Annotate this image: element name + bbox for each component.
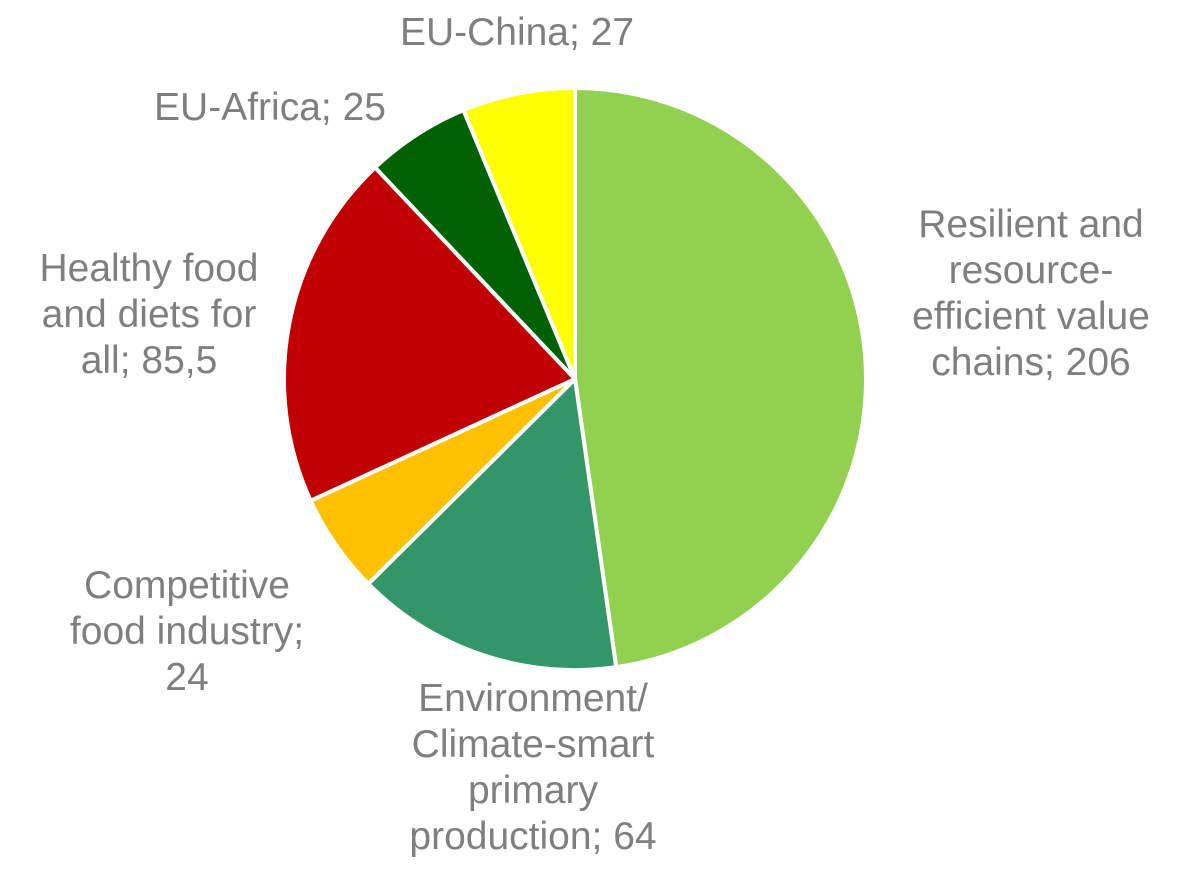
slice-label-line: EU-Africa; 25 bbox=[154, 86, 386, 129]
pie-slice bbox=[366, 377, 619, 672]
pie-slice bbox=[282, 165, 577, 503]
slice-label-line: and diets for bbox=[41, 293, 257, 336]
slice-label: Healthy food and diets for all; 85,5 bbox=[40, 246, 259, 384]
slice-label-line: Healthy food bbox=[39, 247, 259, 290]
slice-label-line: Resilient and bbox=[918, 203, 1144, 246]
slice-label-line: Climate-smart bbox=[411, 723, 655, 766]
slice-label-line: EU-China; 27 bbox=[399, 11, 635, 54]
slice-label-line: Environment/ bbox=[418, 677, 648, 720]
pie-slice bbox=[461, 86, 577, 381]
slice-label-line: production; 64 bbox=[409, 815, 657, 858]
slice-label-line: chains; 206 bbox=[931, 341, 1131, 384]
pie-slice bbox=[573, 86, 868, 670]
slice-label-line: food industry; bbox=[69, 610, 305, 653]
slice-label-line: resource- bbox=[948, 249, 1114, 292]
slice-label-line: Competitive bbox=[84, 564, 290, 607]
slice-label: Competitive food industry; 24 bbox=[70, 563, 304, 701]
slice-label-line: efficient value bbox=[912, 295, 1150, 338]
slice-label: EU-Africa; 25 bbox=[154, 85, 386, 131]
slice-label: Environment/Climate-smart primary producti… bbox=[409, 676, 656, 860]
slice-label: EU-China; 27 bbox=[400, 10, 634, 56]
slice-label-line: primary bbox=[467, 769, 598, 812]
pie-slices bbox=[282, 86, 868, 672]
slice-label-line: all; 85,5 bbox=[80, 339, 218, 382]
slice-label-line: 24 bbox=[165, 656, 209, 699]
slice-label: Resilient and resource-efficient value cha… bbox=[912, 202, 1150, 386]
